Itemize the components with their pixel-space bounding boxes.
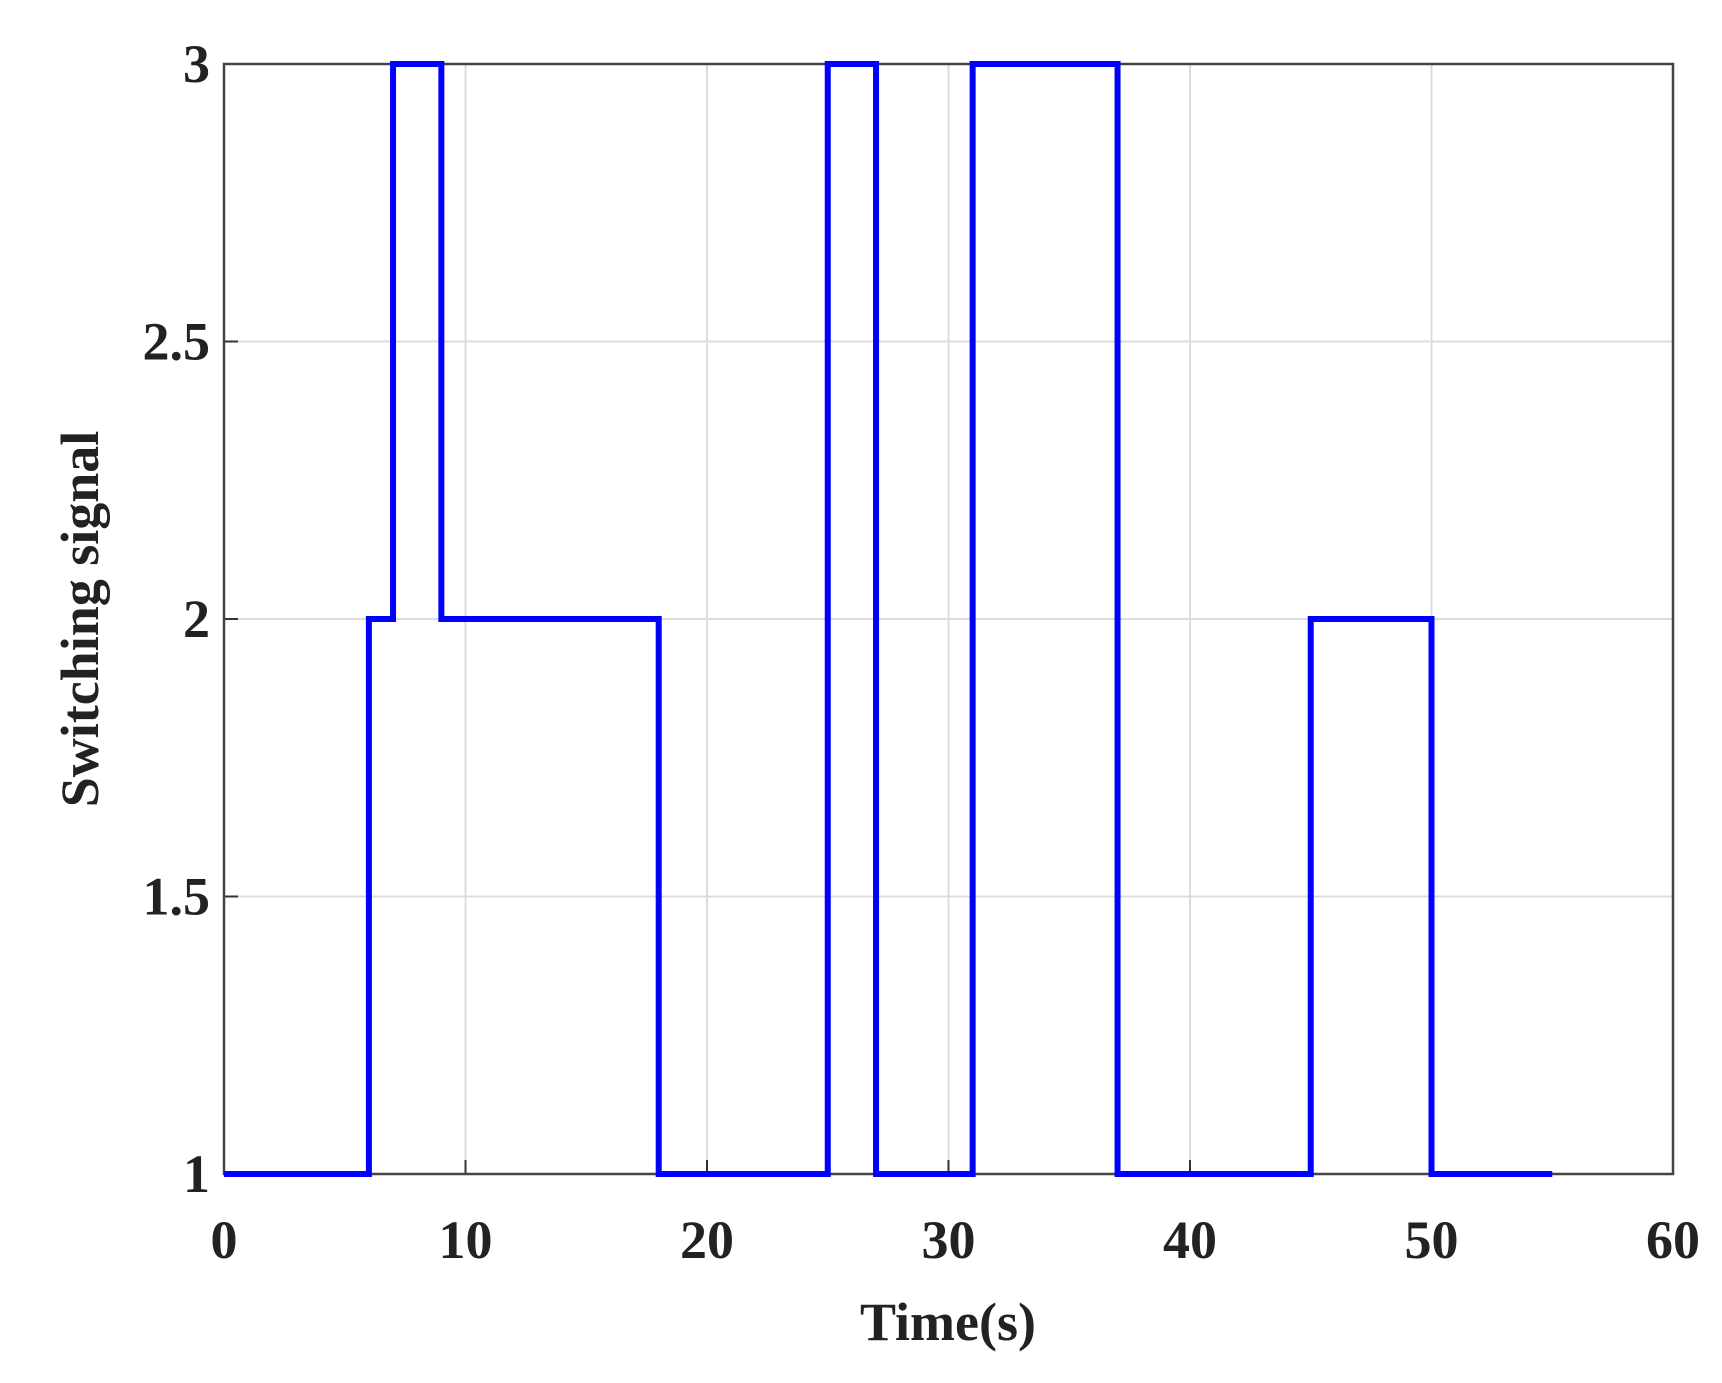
series-line: [224, 61, 1553, 1177]
y-tick-label: 2.5: [143, 312, 211, 372]
y-tick-label: 1: [183, 1144, 210, 1204]
x-tick-label: 40: [1163, 1210, 1217, 1270]
x-tick-label: 30: [922, 1210, 976, 1270]
y-axis-label: Switching signal: [50, 431, 110, 808]
x-axis-label: Time(s): [860, 1292, 1036, 1352]
x-tick-label: 50: [1405, 1210, 1459, 1270]
x-tick-label: 60: [1646, 1210, 1700, 1270]
x-tick-label: 10: [439, 1210, 493, 1270]
y-tick-label: 1.5: [143, 867, 211, 927]
x-tick-label: 0: [211, 1210, 238, 1270]
x-tick-label: 20: [680, 1210, 734, 1270]
y-tick-label: 2: [183, 589, 210, 649]
y-tick-label: 3: [183, 34, 210, 94]
